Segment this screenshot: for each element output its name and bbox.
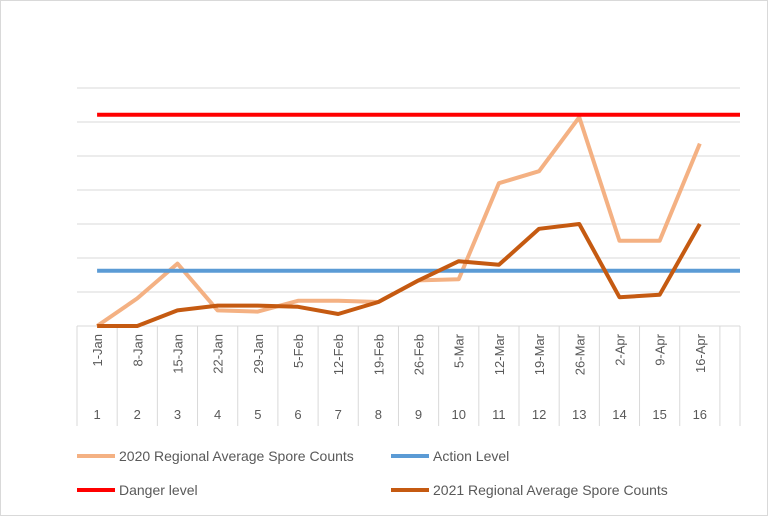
x-index-label: 13 xyxy=(572,407,586,422)
legend-label-2020: 2020 Regional Average Spore Counts xyxy=(119,448,354,464)
x-tick-label: 26-Feb xyxy=(412,334,427,375)
series-line-0 xyxy=(95,115,702,328)
legend-swatch-danger-level xyxy=(77,488,115,492)
series-line-3 xyxy=(97,222,702,328)
x-tick-label: 2-Apr xyxy=(612,333,627,365)
legend-label-danger-level: Danger level xyxy=(119,482,198,498)
x-tick-label: 16-Apr xyxy=(693,333,708,373)
x-index-label: 4 xyxy=(214,407,221,422)
x-index-label: 16 xyxy=(693,407,707,422)
x-tick-label: 1-Jan xyxy=(90,334,105,367)
x-index-label: 10 xyxy=(451,407,465,422)
legend-label-action-level: Action Level xyxy=(433,448,510,464)
x-tick-label: 12-Mar xyxy=(492,333,507,375)
legend-item-action-level: Action Level xyxy=(391,448,509,464)
x-index-label: 7 xyxy=(335,407,342,422)
x-index-label: 11 xyxy=(492,407,506,422)
legend-item-2021: 2021 Regional Average Spore Counts xyxy=(391,482,668,498)
x-index-label: 5 xyxy=(254,407,261,422)
x-index-label: 8 xyxy=(375,407,382,422)
x-tick-label: 26-Mar xyxy=(572,333,587,375)
x-tick-label: 29-Jan xyxy=(251,334,266,374)
x-index-label: 1 xyxy=(93,407,100,422)
x-tick-label: 9-Apr xyxy=(653,333,668,365)
x-index-label: 15 xyxy=(652,407,666,422)
x-tick-label: 8-Jan xyxy=(130,334,145,367)
legend-item-danger-level: Danger level xyxy=(77,482,198,498)
x-index-label: 9 xyxy=(415,407,422,422)
x-index-label: 12 xyxy=(532,407,546,422)
legend-swatch-action-level xyxy=(391,454,429,458)
x-tick-label: 22-Jan xyxy=(211,334,226,374)
legend-swatch-2020 xyxy=(77,454,115,458)
x-index-label: 14 xyxy=(612,407,626,422)
x-index-label: 2 xyxy=(134,407,141,422)
legend-swatch-2021 xyxy=(391,488,429,492)
x-tick-label: 12-Feb xyxy=(331,334,346,375)
x-index-label: 6 xyxy=(294,407,301,422)
legend-item-2020: 2020 Regional Average Spore Counts xyxy=(77,448,354,464)
x-tick-label: 19-Mar xyxy=(532,333,547,375)
x-tick-label: 5-Mar xyxy=(452,333,467,368)
x-tick-label: 19-Feb xyxy=(371,334,386,375)
legend-label-2021: 2021 Regional Average Spore Counts xyxy=(433,482,668,498)
x-tick-label: 15-Jan xyxy=(170,334,185,374)
x-index-label: 3 xyxy=(174,407,181,422)
x-tick-label: 5-Feb xyxy=(291,334,306,368)
